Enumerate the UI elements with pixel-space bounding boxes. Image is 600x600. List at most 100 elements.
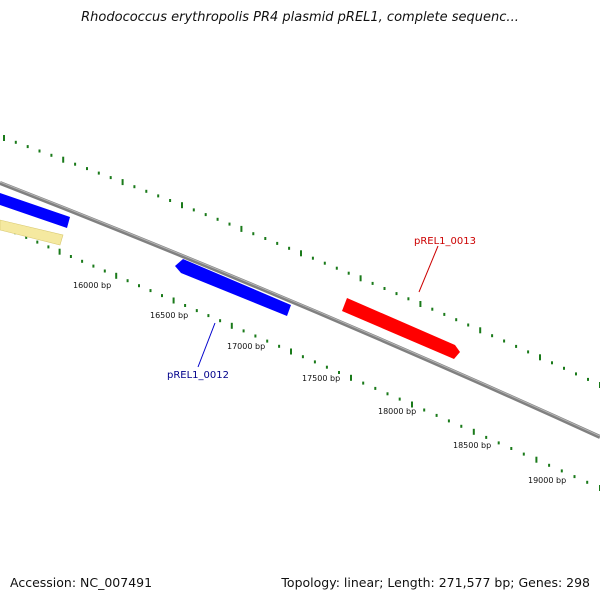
major-tick [479, 327, 482, 334]
minor-tick [109, 176, 112, 180]
minor-tick [423, 408, 426, 412]
minor-tick [288, 246, 291, 250]
accession-text: Accession: NC_007491 [10, 575, 153, 590]
map-title: Rhodococcus erythropolis PR4 plasmid pRE… [81, 10, 519, 25]
minor-tick [195, 309, 198, 313]
major-tick [3, 135, 5, 141]
minor-tick [335, 266, 338, 270]
minor-tick [38, 149, 41, 153]
minor-tick [460, 424, 463, 428]
minor-tick [169, 199, 172, 202]
minor-tick [138, 284, 140, 288]
minor-tick [81, 259, 84, 263]
minor-tick [560, 469, 563, 473]
minor-tick [133, 185, 136, 189]
minor-tick [573, 475, 576, 479]
major-tick [181, 202, 183, 209]
bp-label: 16000 bp [73, 281, 111, 290]
minor-tick [371, 281, 374, 285]
major-tick [240, 225, 243, 232]
major-tick [121, 179, 124, 186]
minor-tick [587, 377, 589, 381]
minor-tick [485, 435, 488, 439]
minor-tick [126, 279, 129, 283]
minor-tick [242, 329, 245, 333]
minor-tick [207, 314, 210, 318]
bp-label: 18500 bp [453, 441, 491, 450]
gene-prel1-0013[interactable] [342, 298, 460, 359]
minor-tick [14, 140, 17, 144]
minor-tick [467, 323, 470, 327]
minor-tick [276, 241, 279, 245]
minor-tick [491, 334, 494, 338]
minor-tick [362, 381, 365, 385]
minor-tick [347, 271, 350, 275]
minor-tick [92, 264, 95, 268]
minor-tick [25, 235, 28, 239]
major-tick [539, 354, 541, 361]
outer-tick-track [3, 135, 600, 388]
minor-tick [575, 372, 577, 376]
gene-label-prel1-0012[interactable]: pREL1_0012 [167, 370, 229, 381]
minor-tick [149, 289, 152, 293]
minor-tick [522, 452, 525, 456]
minor-tick [216, 217, 219, 221]
gene-prel1-0012[interactable] [175, 259, 291, 316]
minor-tick [266, 339, 269, 343]
minor-tick [527, 350, 530, 354]
major-tick [172, 297, 175, 304]
major-tick [58, 248, 61, 255]
minor-tick [26, 145, 29, 149]
minor-tick [97, 171, 100, 175]
minor-tick [548, 463, 551, 467]
minor-tick [252, 232, 255, 236]
minor-tick [103, 269, 106, 273]
minor-tick [338, 371, 340, 374]
bp-label: 17000 bp [227, 342, 265, 351]
minor-tick [383, 287, 386, 290]
bp-label: 17500 bp [302, 374, 340, 383]
plasmid-backbone [0, 181, 600, 439]
minor-tick [311, 256, 314, 260]
minor-tick [69, 255, 72, 258]
gene-label-prel1-0013[interactable]: pREL1_0013 [414, 236, 476, 247]
minor-tick [264, 237, 267, 240]
minor-tick [47, 245, 50, 249]
minor-tick [395, 292, 398, 296]
minor-tick [431, 307, 434, 311]
gene-leader-prel1-0012 [197, 322, 216, 368]
minor-tick [407, 297, 410, 301]
major-tick [411, 401, 413, 408]
bp-label: 16500 bp [150, 311, 188, 320]
minor-tick [161, 294, 163, 298]
minor-tick [325, 365, 328, 369]
major-tick [359, 275, 362, 282]
minor-tick [497, 441, 500, 445]
minor-tick [563, 366, 565, 370]
major-tick [472, 428, 475, 435]
minor-tick [386, 392, 389, 396]
minor-tick [515, 344, 518, 348]
minor-tick [157, 194, 160, 198]
bp-label: 18000 bp [378, 407, 416, 416]
minor-tick [74, 162, 77, 166]
minor-tick [184, 304, 187, 307]
minor-tick [447, 419, 450, 423]
minor-tick [443, 312, 446, 316]
gene-partial-blue[interactable] [0, 193, 70, 228]
minor-tick [551, 361, 553, 365]
minor-tick [374, 386, 377, 390]
minor-tick [36, 240, 39, 244]
minor-tick [278, 344, 281, 348]
minor-tick [510, 447, 513, 450]
minor-tick [586, 480, 589, 484]
minor-tick [254, 334, 257, 338]
minor-tick [145, 189, 148, 193]
major-tick [419, 301, 422, 307]
gene-partial-yellow[interactable] [0, 219, 64, 246]
major-tick [290, 348, 292, 355]
minor-tick [435, 413, 438, 417]
major-tick [115, 272, 118, 279]
minor-tick [86, 167, 88, 171]
